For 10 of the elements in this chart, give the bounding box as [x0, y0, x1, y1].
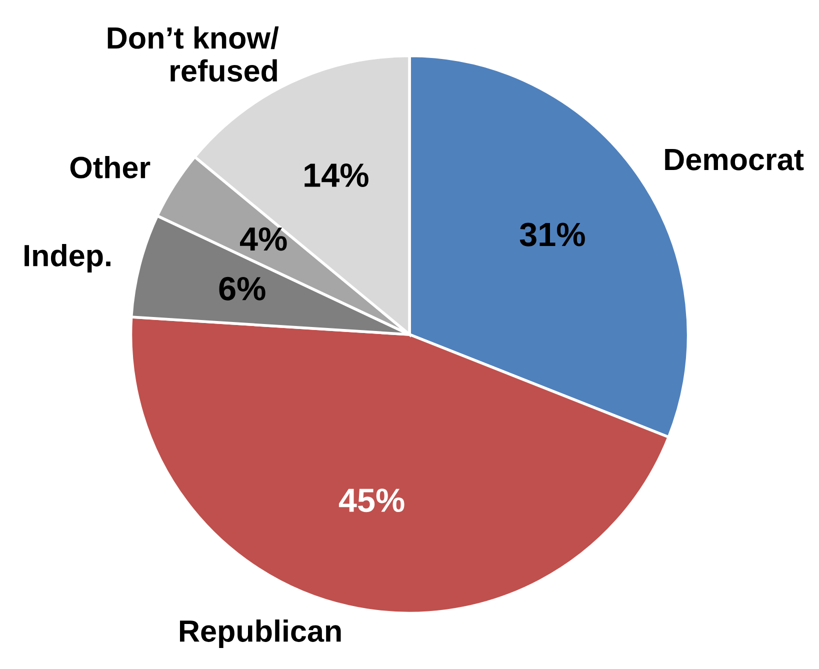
data-label: 4%: [240, 227, 287, 251]
slice-label: Don’t know/ refused: [108, 26, 279, 82]
data-label: 14%: [304, 164, 368, 188]
data-label: 45%: [338, 488, 404, 512]
slice-label: Other: [70, 156, 150, 178]
slice-label: Indep.: [24, 244, 110, 272]
slice-label: Republican: [180, 620, 341, 648]
data-label: 6%: [219, 276, 266, 300]
slice-label: Democrat: [665, 149, 804, 170]
data-label: 31%: [520, 222, 585, 246]
